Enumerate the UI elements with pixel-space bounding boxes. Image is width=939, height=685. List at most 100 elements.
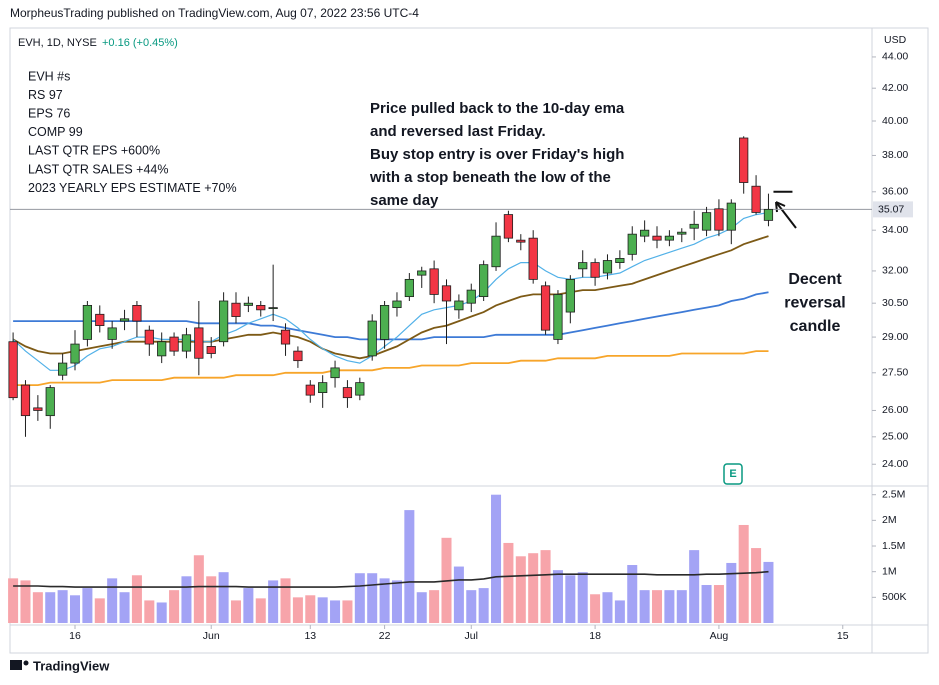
volume-bar	[751, 548, 762, 623]
volume-bar	[478, 588, 489, 623]
volume-bar	[627, 565, 638, 623]
candle-body	[503, 214, 514, 239]
volume-bar	[292, 597, 303, 623]
candle-body	[491, 235, 501, 268]
candle-body	[256, 304, 266, 311]
volume-bar	[466, 590, 477, 623]
volume-bar	[317, 597, 328, 623]
candle-body	[466, 289, 476, 304]
candle-body	[132, 304, 142, 322]
y-tick-label: 25.00	[882, 431, 908, 443]
candle-body	[701, 212, 712, 231]
note-line: COMP 99	[28, 125, 83, 139]
volume-bar	[330, 600, 341, 623]
volume-bar	[255, 598, 266, 623]
x-tick-label: 18	[589, 630, 601, 642]
symbol: EVH, 1D, NYSE	[18, 37, 97, 49]
candle-body	[33, 407, 43, 411]
volume-bar	[20, 580, 31, 623]
y-tick-label: 27.50	[882, 367, 908, 379]
x-tick-label: Jun	[203, 630, 220, 642]
candle-body	[454, 300, 464, 311]
chart-frame	[9, 27, 929, 654]
volume-bar	[305, 595, 316, 623]
annotation-line: Buy stop entry is over Friday's high	[370, 146, 624, 163]
candle-body	[602, 260, 613, 274]
candle-body	[528, 237, 538, 280]
candle-body	[516, 239, 526, 243]
y-tick-label: 26.00	[882, 404, 908, 416]
volume-bar	[552, 570, 563, 623]
footer: TradingView	[33, 658, 110, 673]
candle-body	[119, 318, 130, 322]
y-tick-label: 29.00	[882, 331, 908, 343]
volume-bar	[713, 585, 724, 623]
volume-tick-label: 2.5M	[882, 488, 905, 500]
candle-body	[194, 327, 204, 359]
note-line: RS 97	[28, 88, 63, 102]
y-tick-label: 32.00	[882, 265, 908, 277]
volume-bar	[763, 561, 774, 623]
moving-average	[13, 350, 769, 386]
candle-body	[231, 302, 241, 317]
x-tick-label: 22	[379, 630, 391, 642]
candle-body	[82, 304, 93, 340]
y-tick-label: 44.00	[882, 51, 908, 63]
volume-ma	[13, 570, 769, 588]
x-tick-label: 16	[69, 630, 81, 642]
y-tick-label: 36.00	[882, 186, 908, 198]
candle-body	[218, 300, 229, 343]
candle-body	[640, 229, 650, 237]
candle-body	[578, 262, 588, 270]
volume-bar	[416, 592, 427, 623]
volume-bar	[342, 600, 353, 623]
volume-bar	[664, 590, 675, 623]
candle-body	[441, 285, 452, 302]
volume-bar	[577, 572, 588, 623]
candle-body	[739, 137, 749, 183]
candle-body	[615, 258, 625, 263]
candle-body	[404, 278, 414, 298]
earnings-marker[interactable]	[723, 463, 743, 485]
annotation-line: with a stop beneath the low of the	[369, 169, 611, 186]
volume-bar	[503, 542, 514, 623]
last-price-box	[873, 201, 913, 218]
moving-average	[13, 291, 769, 341]
candle-body	[540, 285, 551, 331]
candle-body	[367, 320, 377, 357]
volume-tick-label: 500K	[882, 591, 907, 603]
volume-bar	[94, 598, 105, 623]
volume-bar	[107, 578, 118, 623]
arrow-shaft	[775, 201, 797, 229]
x-tick-label: 13	[304, 630, 316, 642]
candle-body	[429, 268, 439, 295]
volume-bar	[82, 588, 93, 623]
candle-body	[714, 208, 724, 231]
volume-bar	[515, 556, 526, 623]
note-line: 2023 YEARLY EPS ESTIMATE +70%	[28, 181, 237, 195]
volume-bar	[429, 590, 440, 623]
volume-tick-label: 1.5M	[882, 540, 905, 552]
candle-body	[379, 304, 390, 340]
volume-bar	[354, 573, 365, 623]
candle-body	[689, 223, 699, 229]
candle-body	[355, 382, 365, 396]
volume-bar	[404, 510, 415, 623]
candle-body	[479, 264, 489, 298]
volume-bar	[57, 590, 68, 623]
candle-body	[181, 334, 192, 352]
y-tick-label: 24.00	[882, 458, 908, 470]
note-line: LAST QTR EPS +600%	[28, 144, 160, 158]
candle-body	[58, 362, 68, 376]
volume-bar	[8, 578, 19, 623]
candle-body	[20, 384, 31, 417]
candle-body	[565, 278, 575, 313]
note-line: EVH #s	[28, 69, 70, 83]
candle-body	[95, 313, 105, 326]
candle-body	[293, 350, 303, 362]
volume-bar	[193, 555, 204, 623]
annotation-line: and reversed last Friday.	[370, 123, 546, 140]
y-tick-label: 42.00	[882, 82, 908, 94]
candle-body	[8, 341, 18, 399]
